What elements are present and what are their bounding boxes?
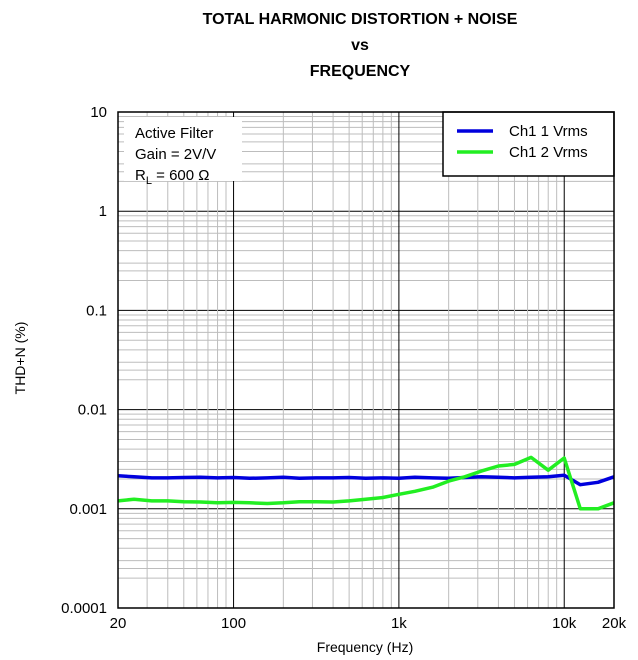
chart-title-line-2: vs xyxy=(351,37,369,54)
chart-title-line-3: FREQUENCY xyxy=(310,63,411,80)
legend: Ch1 1 Vrms Ch1 2 Vrms xyxy=(442,111,615,177)
series-lines xyxy=(117,455,615,511)
legend-label-1: Ch1 1 Vrms xyxy=(509,123,588,140)
x-axis-label: Frequency (Hz) xyxy=(317,639,413,655)
y-tick-labels: 10 1 0.1 0.01 0.001 0.0001 xyxy=(61,104,107,617)
x-tick-labels: 20 100 1k 10k 20k xyxy=(110,615,627,632)
y-tick-label: 0.0001 xyxy=(61,600,107,617)
annotation-box: Active Filter Gain = 2V/V RL = 600 Ω xyxy=(124,117,242,187)
legend-label-2: Ch1 2 Vrms xyxy=(509,144,588,161)
grid xyxy=(118,112,614,608)
x-tick-label: 100 xyxy=(221,615,246,632)
x-tick-label: 10k xyxy=(552,615,577,632)
series-line-1 xyxy=(117,473,615,487)
y-tick-label: 1 xyxy=(99,203,107,220)
y-tick-label: 0.1 xyxy=(86,302,107,319)
x-tick-label: 20 xyxy=(110,615,127,632)
plot-frame xyxy=(117,111,615,609)
chart-title-line-1: TOTAL HARMONIC DISTORTION + NOISE xyxy=(203,11,518,28)
annotation-line-2: Gain = 2V/V xyxy=(135,146,216,163)
annotation-line-3: RL = 600 Ω xyxy=(135,167,209,187)
y-tick-label: 10 xyxy=(90,104,107,121)
series-line-2 xyxy=(117,455,615,511)
x-tick-label: 1k xyxy=(391,615,407,632)
x-tick-label: 20k xyxy=(602,615,627,632)
y-axis-label: THD+N (%) xyxy=(12,322,28,395)
annotation-line-1: Active Filter xyxy=(135,125,213,142)
y-tick-label: 0.01 xyxy=(78,402,107,419)
y-tick-label: 0.001 xyxy=(69,501,107,518)
